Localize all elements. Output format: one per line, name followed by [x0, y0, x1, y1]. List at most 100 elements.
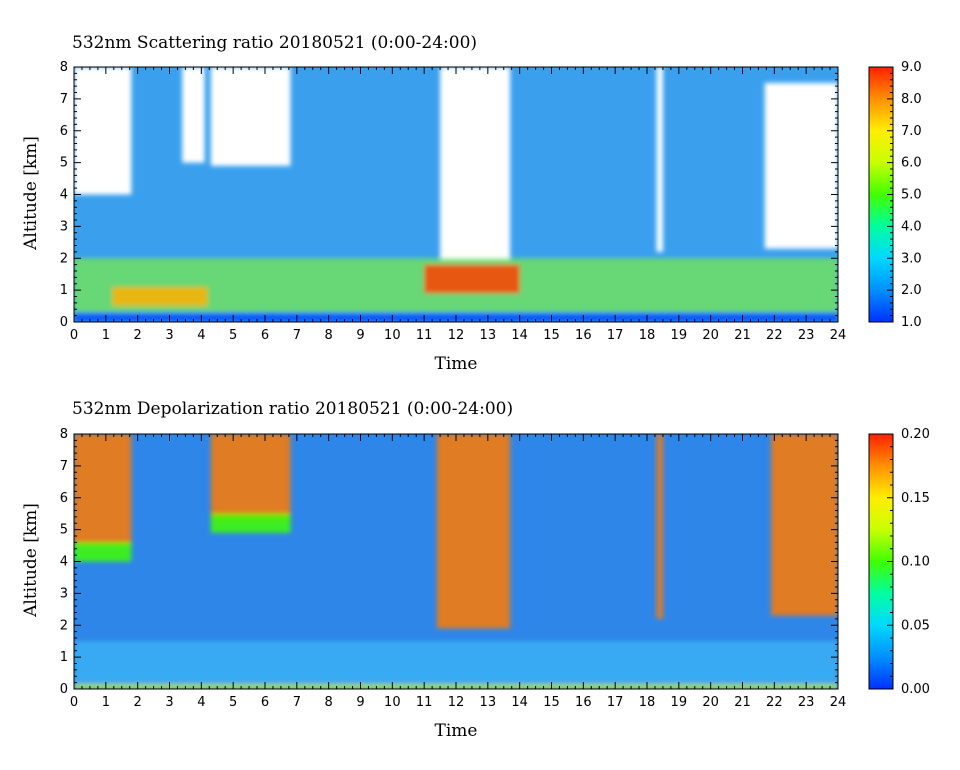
x-tick-label: 17	[607, 695, 624, 710]
x-tick-label: 20	[702, 695, 719, 710]
x-tick-label: 16	[575, 695, 592, 710]
y-tick-label: 1	[60, 283, 68, 298]
x-axis-label-depolarization: Time	[435, 721, 478, 741]
x-tick-label: 16	[575, 328, 592, 343]
x-tick-label: 5	[229, 328, 237, 343]
x-tick-label: 19	[671, 328, 688, 343]
plot-area-depolarization	[74, 434, 838, 689]
x-tick-label: 4	[197, 328, 205, 343]
colorbar-tick-label: 0.00	[901, 682, 930, 697]
x-tick-label: 22	[766, 328, 783, 343]
heatmap-no-data-4	[656, 67, 663, 252]
y-axis-label-depolarization: Altitude [km]	[21, 503, 41, 618]
x-tick-label: 11	[416, 695, 433, 710]
x-tick-label: 19	[671, 695, 688, 710]
x-tick-label: 12	[448, 695, 465, 710]
colorbar-tick-label: 5.0	[901, 188, 922, 203]
x-tick-label: 24	[830, 695, 847, 710]
heatmap-high-depol-2	[210, 434, 291, 521]
colorbar-tick-label: 0.10	[901, 555, 930, 570]
heatmap-high-depol-6	[771, 434, 838, 616]
heatmap-no-data-1	[182, 67, 205, 163]
x-tick-label: 23	[798, 695, 815, 710]
y-tick-label: 6	[60, 491, 68, 506]
x-tick-label: 15	[543, 695, 560, 710]
x-tick-label: 3	[165, 695, 173, 710]
y-tick-label: 2	[60, 618, 68, 633]
x-tick-label: 8	[325, 328, 333, 343]
x-tick-label: 12	[448, 328, 465, 343]
x-tick-label: 3	[165, 328, 173, 343]
y-tick-label: 7	[60, 92, 68, 107]
y-tick-label: 5	[60, 156, 68, 171]
heatmap-no-data-2	[210, 67, 291, 166]
x-tick-label: 9	[356, 328, 364, 343]
colorbar-tick-label: 1.0	[901, 315, 922, 330]
colorbar-tick-label: 3.0	[901, 251, 922, 266]
y-tick-label: 6	[60, 124, 68, 139]
plot-area-scattering	[74, 67, 838, 322]
y-tick-label: 4	[60, 188, 68, 203]
heatmap-cloud-base-3	[210, 513, 291, 533]
colorbar-scattering: 1.0 2.0 3.0 4.0 5.0 6.0 7.0 8.0 9.0	[868, 60, 922, 330]
heatmap-no-data-0	[74, 67, 132, 195]
y-axis-label-scattering: Altitude [km]	[21, 136, 41, 251]
x-tick-label: 24	[830, 328, 847, 343]
y-tick-label: 4	[60, 555, 68, 570]
x-tick-label: 0	[70, 695, 78, 710]
x-tick-label: 2	[134, 695, 142, 710]
axes-depolarization: 0 1 2 3 4 5 6 7 8 9 10 11 12 13 14 15 16 17 18 19 20 21 22 23 24…	[60, 427, 847, 710]
y-tick-label: 1	[60, 650, 68, 665]
colorbar-tick-label: 2.0	[901, 283, 922, 298]
x-tick-label: 18	[639, 328, 656, 343]
x-tick-label: 10	[384, 695, 401, 710]
heatmap-aerosol-layer-7	[74, 641, 838, 683]
y-tick-label: 8	[60, 60, 68, 75]
x-tick-label: 22	[766, 695, 783, 710]
y-tick-label: 0	[60, 315, 68, 330]
colorbar-tick-label: 9.0	[901, 60, 922, 75]
heatmap-high-depol-4	[436, 434, 511, 629]
colorbar-tick-label: 4.0	[901, 219, 922, 234]
axes-scattering: 0 1 2 3 4 5 6 7 8 9 10 11 12 13 14 15 16 17 18 19 20 21 22 23 24…	[60, 60, 847, 343]
x-tick-label: 15	[543, 328, 560, 343]
y-tick-label: 5	[60, 523, 68, 538]
heatmap-no-data-5	[764, 82, 838, 249]
panel-depolarization-ratio: 532nm Depolarization ratio 20180521 (0:0…	[21, 399, 930, 741]
y-tick-label: 0	[60, 682, 68, 697]
y-tick-label: 2	[60, 251, 68, 266]
heatmap-aerosol-core-7	[112, 286, 208, 307]
y-tick-label: 8	[60, 427, 68, 442]
x-axis-label-scattering: Time	[435, 354, 478, 374]
x-tick-label: 5	[229, 695, 237, 710]
x-tick-label: 9	[356, 695, 364, 710]
x-tick-label: 13	[480, 328, 497, 343]
panel-scattering-ratio: 532nm Scattering ratio 20180521 (0:00-24…	[21, 33, 922, 374]
colorbar-tick-label: 0.05	[901, 618, 930, 633]
x-tick-label: 6	[261, 695, 269, 710]
colorbar-gradient	[868, 66, 894, 323]
colorbar-tick-label: 7.0	[901, 124, 922, 139]
y-tick-label: 3	[60, 586, 68, 601]
x-tick-label: 11	[416, 328, 433, 343]
x-tick-label: 23	[798, 328, 815, 343]
colorbar-tick-label: 0.20	[901, 427, 930, 442]
x-tick-label: 7	[293, 695, 301, 710]
x-tick-label: 18	[639, 695, 656, 710]
heatmap-cloud-base-1	[74, 542, 132, 562]
x-tick-label: 4	[197, 695, 205, 710]
x-tick-label: 6	[261, 328, 269, 343]
heatmap-high-depol-0	[74, 434, 132, 546]
x-tick-label: 21	[734, 695, 751, 710]
y-tick-label: 3	[60, 219, 68, 234]
x-tick-label: 1	[102, 328, 110, 343]
x-tick-label: 8	[325, 695, 333, 710]
heatmap-aerosol-core-8	[424, 264, 520, 294]
x-tick-label: 17	[607, 328, 624, 343]
x-tick-label: 14	[511, 328, 528, 343]
x-tick-label: 7	[293, 328, 301, 343]
colorbar-tick-label: 6.0	[901, 156, 922, 171]
chart-title-depolarization: 532nm Depolarization ratio 20180521 (0:0…	[72, 399, 513, 419]
x-tick-label: 14	[511, 695, 528, 710]
